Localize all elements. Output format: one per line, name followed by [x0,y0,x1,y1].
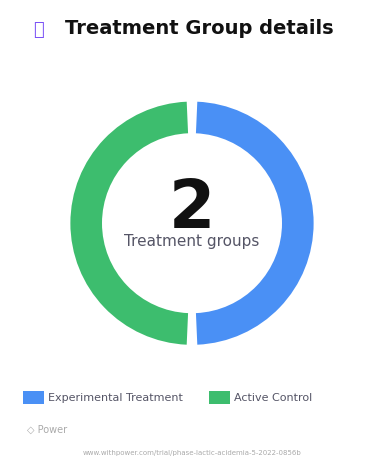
Text: Experimental Treatment: Experimental Treatment [48,392,183,403]
Text: 2: 2 [169,176,215,242]
Wedge shape [70,102,188,345]
Text: ◇ Power: ◇ Power [27,425,67,435]
Text: Treatment groups: Treatment groups [124,234,260,249]
Text: www.withpower.com/trial/phase-lactic-acidemia-5-2022-0856b: www.withpower.com/trial/phase-lactic-aci… [83,451,301,456]
Text: Treatment Group details: Treatment Group details [65,19,334,38]
Text: 👥: 👥 [33,21,44,39]
Text: Active Control: Active Control [234,392,313,403]
Wedge shape [196,102,314,345]
